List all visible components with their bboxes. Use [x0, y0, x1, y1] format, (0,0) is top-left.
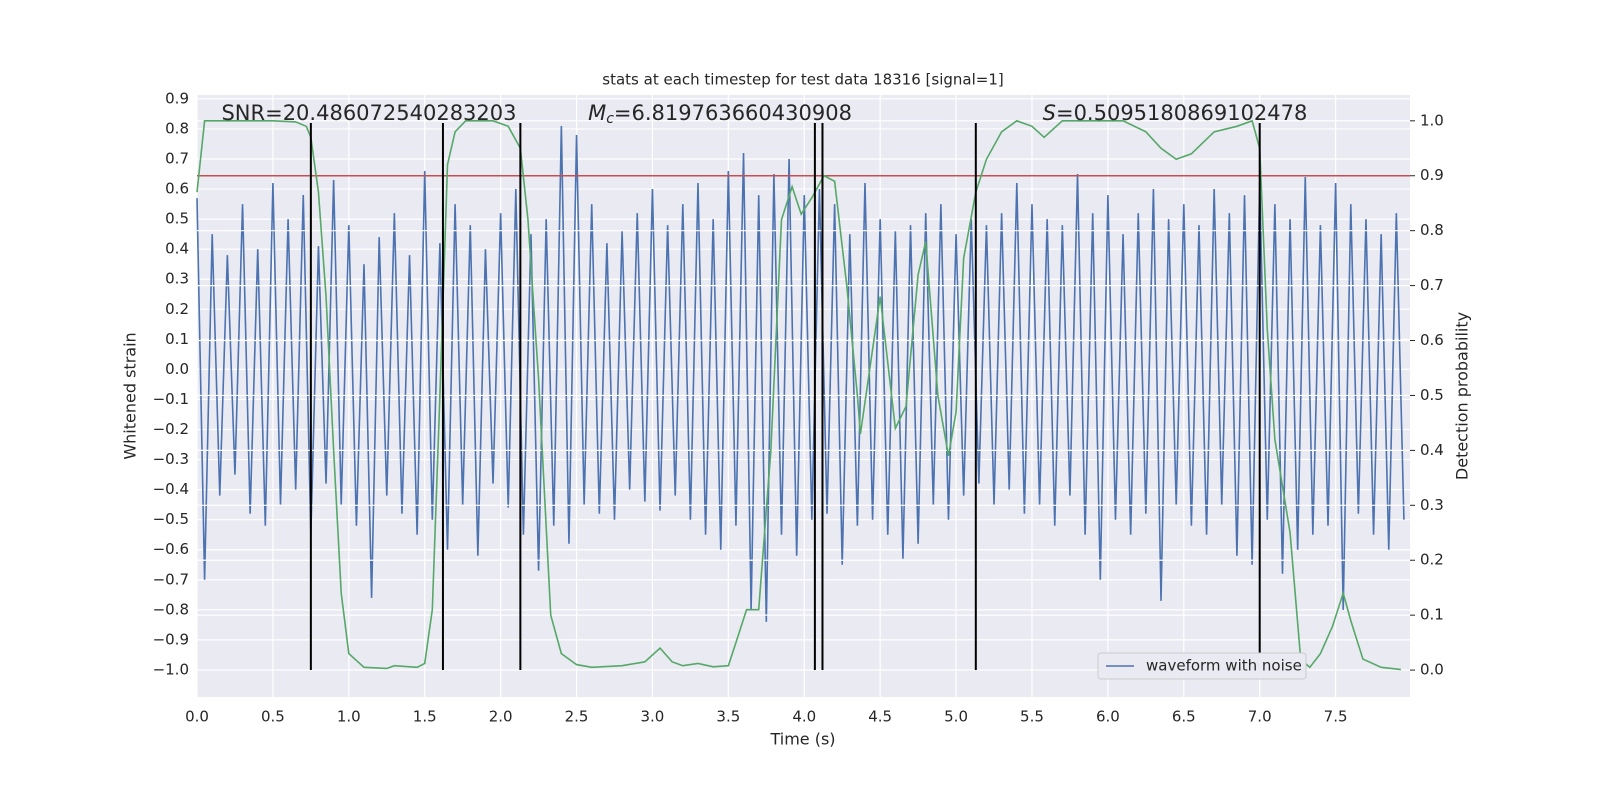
y-tick-label: −0.8: [153, 600, 189, 618]
annotation-value: =6.819763660430908: [614, 101, 852, 125]
x-tick-label: 2.5: [565, 708, 589, 726]
y-tick-label: 0.5: [165, 210, 189, 228]
y-tick-label: −0.6: [153, 540, 189, 558]
y2-tick-label: 0.5: [1420, 386, 1444, 404]
y-tick-label: 0.7: [165, 150, 189, 168]
y2-tick-label: 0.1: [1420, 606, 1444, 624]
x-tick-label: 7.0: [1248, 708, 1272, 726]
annotation-symbol: M: [588, 101, 606, 125]
y-tick-label: 0.4: [165, 240, 189, 258]
annotation: SNR=20.486072540283203: [221, 101, 516, 125]
series-line: [196, 119, 1401, 671]
y-tick-label: 0.1: [165, 330, 189, 348]
y-tick-label: 0.6: [165, 180, 189, 198]
x-tick-label: 6.5: [1172, 708, 1196, 726]
y2-tick-label: 0.3: [1420, 496, 1444, 514]
y-tick-label: −0.5: [153, 510, 189, 528]
y2-tick-label: 0.8: [1420, 221, 1444, 239]
x-tick-label: 1.0: [337, 708, 361, 726]
series-line: [196, 125, 1405, 622]
y-tick-label: 0.0: [165, 360, 189, 378]
y2-tick-label: 0.4: [1420, 441, 1444, 459]
x-tick-label: 3.5: [716, 708, 740, 726]
x-tick-label: 4.0: [792, 708, 816, 726]
y-tick-label: −0.4: [153, 480, 189, 498]
x-tick-label: 0.5: [261, 708, 285, 726]
y-tick-label: −1.0: [153, 660, 189, 678]
x-tick-label: 6.0: [1096, 708, 1120, 726]
y2-tick-label: 0.6: [1420, 331, 1444, 349]
y2-tick-label: 1.0: [1420, 111, 1444, 129]
x-tick-label: 4.5: [868, 708, 892, 726]
x-tick-label: 1.5: [413, 708, 437, 726]
y-tick-label: 0.8: [165, 119, 189, 137]
annotation: S=0.5095180869102478: [1043, 101, 1308, 125]
y2-tick-label: 0.9: [1420, 166, 1444, 184]
annotation-symbol: S: [1043, 101, 1056, 125]
chart-title: stats at each timestep for test data 183…: [602, 71, 1003, 89]
y-tick-label: −0.3: [153, 450, 189, 468]
y-tick-label: 0.2: [165, 300, 189, 318]
legend-box: [1097, 652, 1307, 680]
y2-tick-label: 0.7: [1420, 276, 1444, 294]
x-tick-label: 2.0: [489, 708, 513, 726]
y-tick-label: 0.9: [165, 89, 189, 107]
annotation: Mc=6.819763660430908: [588, 101, 852, 127]
y2-tick-label: 0.0: [1420, 661, 1444, 679]
annotation-value: =0.5095180869102478: [1056, 101, 1307, 125]
y2-axis-label: Detection probability: [1453, 312, 1472, 480]
annotation-subscript: c: [606, 111, 614, 127]
x-tick-label: 3.0: [641, 708, 665, 726]
y-tick-label: 0.3: [165, 270, 189, 288]
x-tick-label: 0.0: [185, 708, 209, 726]
y-tick-label: −0.1: [153, 390, 189, 408]
y-tick-label: −0.2: [153, 420, 189, 438]
x-tick-label: 5.0: [944, 708, 968, 726]
x-axis-label: Time (s): [769, 730, 835, 749]
y-tick-label: −0.9: [153, 630, 189, 648]
y-tick-label: −0.7: [153, 570, 189, 588]
annotation-value: SNR=20.486072540283203: [221, 101, 516, 125]
y2-tick-label: 0.2: [1420, 551, 1444, 569]
x-tick-label: 7.5: [1324, 708, 1348, 726]
legend-label: waveform with noise: [1146, 657, 1302, 675]
y-axis-label: Whitened strain: [121, 332, 140, 459]
x-tick-label: 5.5: [1020, 708, 1044, 726]
